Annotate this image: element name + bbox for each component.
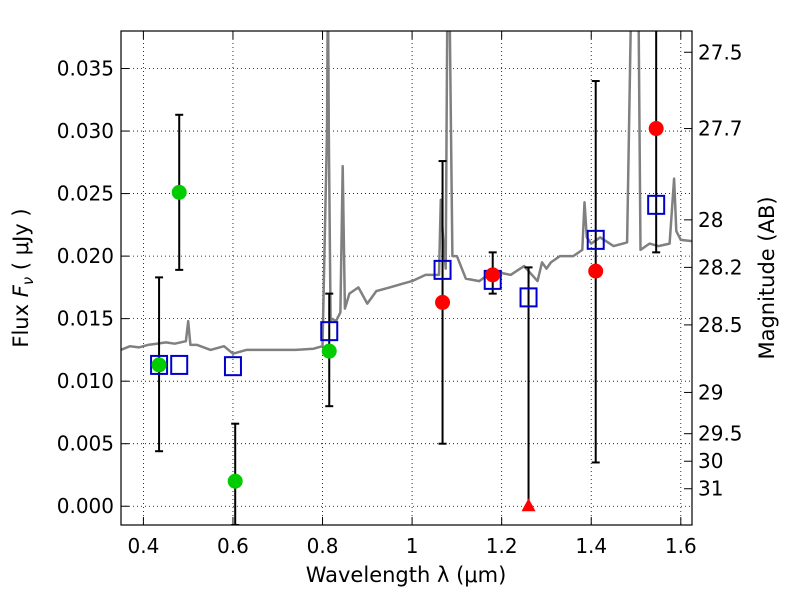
y-label-var: F xyxy=(9,284,33,297)
y-tick-label: 0.010 xyxy=(57,369,114,393)
model-square-marker xyxy=(223,356,242,377)
y-tick-label: 0.020 xyxy=(57,244,114,268)
y-tick-label: 0.005 xyxy=(57,432,114,456)
mag-tick-label: 30 xyxy=(698,449,723,473)
x-axis-label: Wavelength λ (μm) xyxy=(306,563,507,587)
observed-point-marker xyxy=(171,184,187,200)
model-square-marker xyxy=(519,287,538,308)
y-tick-label: 0.015 xyxy=(57,307,114,331)
x-tick-label: 1.6 xyxy=(665,534,697,558)
spectrum-line xyxy=(121,31,692,355)
x-tick-label: 0.8 xyxy=(307,534,339,558)
observed-point-marker xyxy=(588,263,604,279)
plot-area xyxy=(121,31,692,525)
upper-limit-marker xyxy=(521,498,536,512)
markers-layer xyxy=(150,121,666,512)
mag-tick-label: 31 xyxy=(698,477,723,501)
model-square-marker xyxy=(586,229,605,250)
mag-tick-label: 27.5 xyxy=(698,40,743,64)
x-tick-label: 1.2 xyxy=(486,534,518,558)
model-square-marker xyxy=(320,321,339,342)
mag-tick-label: 28 xyxy=(698,208,723,232)
observed-point-marker xyxy=(435,294,451,310)
plot-frame xyxy=(120,30,693,526)
ticks-layer xyxy=(121,31,692,525)
x-tick-label: 1.4 xyxy=(575,534,607,558)
mag-tick-label: 29 xyxy=(698,380,723,404)
observed-point-marker xyxy=(227,473,243,489)
observed-point-marker xyxy=(648,121,664,137)
observed-point-marker xyxy=(321,343,337,359)
x-tick-label: 0.4 xyxy=(127,534,159,558)
y-axis-label-left: Flux Fν ( μJy ) xyxy=(9,208,37,347)
mag-tick-label: 27.7 xyxy=(698,117,743,141)
observed-point-marker xyxy=(151,357,167,373)
y-tick-label: 0.030 xyxy=(57,119,114,143)
tick-labels-layer: 0.4 0.6 0.8 1 1.2 1.4 1.6 0.000 0.005 0.010 0.015 0… xyxy=(57,40,743,558)
y-label-unit: ( μJy ) xyxy=(9,208,33,276)
y-tick-label: 0.000 xyxy=(57,494,114,518)
model-square-marker xyxy=(647,194,666,215)
plot-background xyxy=(121,31,692,525)
x-tick-label: 0.6 xyxy=(217,534,249,558)
model-square-marker xyxy=(433,259,452,280)
y-tick-label: 0.025 xyxy=(57,182,114,206)
y-tick-label: 0.035 xyxy=(57,57,114,81)
mag-tick-label: 28.2 xyxy=(698,255,743,279)
model-square-marker xyxy=(170,354,189,375)
observed-point-marker xyxy=(485,267,501,283)
model-square-marker xyxy=(150,354,169,375)
y-label-sub: ν xyxy=(19,277,37,285)
spectrum-layer xyxy=(121,31,692,355)
mag-tick-label: 28.5 xyxy=(698,313,743,337)
x-tick-label: 1 xyxy=(406,534,419,558)
mag-tick-label: 29.5 xyxy=(698,422,743,446)
y-axis-label-right: Magnitude (AB) xyxy=(755,196,779,359)
y-label-prefix: Flux xyxy=(9,297,33,347)
